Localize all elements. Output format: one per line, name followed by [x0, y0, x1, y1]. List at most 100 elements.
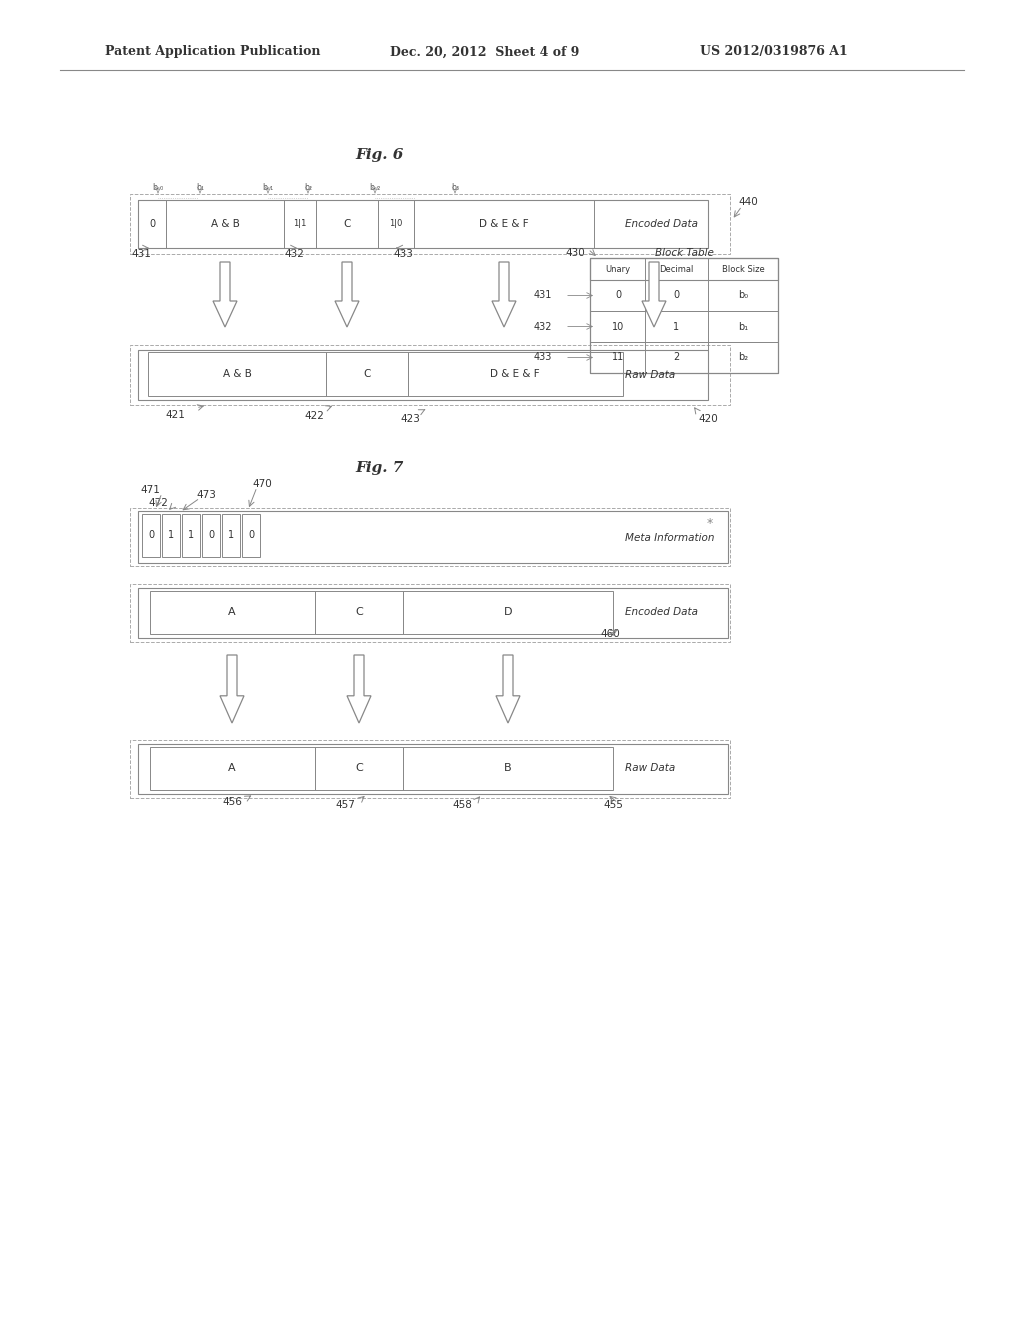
Bar [130, 345, 730, 405]
Bar [403, 591, 613, 634]
Text: D & E & F: D & E & F [490, 370, 540, 379]
Text: 2: 2 [673, 352, 679, 363]
Text: 455: 455 [603, 800, 623, 810]
Bar [590, 312, 778, 342]
Text: 420: 420 [698, 414, 718, 424]
Text: Block Table: Block Table [654, 248, 714, 257]
Bar [138, 511, 728, 564]
Text: 440: 440 [738, 197, 758, 207]
Bar [284, 201, 316, 248]
Bar [414, 201, 594, 248]
Text: 460: 460 [600, 630, 620, 639]
Text: b₁: b₁ [196, 183, 204, 193]
Text: Decimal: Decimal [659, 264, 693, 273]
Text: Fig. 7: Fig. 7 [355, 461, 404, 475]
Text: Raw Data: Raw Data [625, 763, 675, 774]
Bar [138, 201, 708, 248]
Text: 1|0: 1|0 [389, 219, 402, 228]
Text: 457: 457 [335, 800, 355, 810]
Bar [315, 747, 403, 789]
Polygon shape [335, 261, 359, 327]
Bar [138, 350, 708, 400]
Polygon shape [492, 261, 516, 327]
Text: Fig. 6: Fig. 6 [355, 148, 404, 162]
Text: 456: 456 [222, 797, 242, 807]
Bar [138, 587, 728, 638]
Text: b₁: b₁ [738, 322, 749, 331]
Bar [138, 201, 166, 248]
Bar [316, 201, 378, 248]
Text: 0: 0 [208, 531, 214, 540]
Text: 431: 431 [534, 290, 552, 301]
Bar [242, 513, 260, 557]
Text: B: B [504, 763, 512, 774]
Bar [590, 257, 778, 374]
Text: 430: 430 [565, 248, 585, 257]
Text: Unary: Unary [605, 264, 630, 273]
Text: 473: 473 [196, 490, 216, 500]
Bar [150, 747, 315, 789]
Text: 1: 1 [228, 531, 234, 540]
Bar [590, 257, 778, 280]
Text: 1: 1 [168, 531, 174, 540]
Text: b₃: b₃ [451, 183, 459, 193]
Text: 433: 433 [393, 249, 413, 259]
Text: b₂: b₂ [304, 183, 312, 193]
Text: 421: 421 [165, 411, 185, 420]
Text: 472: 472 [148, 498, 168, 508]
Text: 458: 458 [452, 800, 472, 810]
Text: 10: 10 [612, 322, 624, 331]
Text: 0: 0 [248, 531, 254, 540]
Polygon shape [213, 261, 237, 327]
Text: Encoded Data: Encoded Data [625, 607, 698, 616]
Bar [326, 352, 408, 396]
Text: b₀: b₀ [738, 290, 749, 301]
Text: b₂: b₂ [738, 352, 749, 363]
Polygon shape [496, 655, 520, 723]
Text: 11: 11 [612, 352, 624, 363]
Bar [130, 741, 730, 799]
Polygon shape [347, 655, 371, 723]
Text: 432: 432 [284, 249, 304, 259]
Bar [222, 513, 240, 557]
Text: A & B: A & B [222, 370, 252, 379]
Text: 433: 433 [534, 352, 552, 363]
Text: bₖ₀: bₖ₀ [153, 183, 164, 193]
Text: 471: 471 [140, 484, 160, 495]
Text: Meta Information: Meta Information [625, 533, 715, 543]
Bar [166, 201, 284, 248]
Bar [403, 747, 613, 789]
Text: 432: 432 [534, 322, 552, 331]
Text: 1: 1 [673, 322, 679, 331]
Polygon shape [642, 261, 666, 327]
Text: 470: 470 [252, 479, 271, 488]
Bar [408, 352, 623, 396]
Text: A & B: A & B [211, 219, 240, 228]
Text: US 2012/0319876 A1: US 2012/0319876 A1 [700, 45, 848, 58]
Text: *: * [707, 516, 713, 529]
Bar [130, 508, 730, 566]
Bar [590, 280, 778, 312]
Text: C: C [355, 607, 362, 616]
Text: 1: 1 [188, 531, 195, 540]
Text: 1|1: 1|1 [293, 219, 306, 228]
Bar [148, 352, 326, 396]
Text: D & E & F: D & E & F [479, 219, 528, 228]
Bar [202, 513, 220, 557]
Text: 0: 0 [147, 531, 154, 540]
Text: C: C [355, 763, 362, 774]
Text: Patent Application Publication: Patent Application Publication [105, 45, 321, 58]
Text: bₖ₂: bₖ₂ [370, 183, 381, 193]
Text: D: D [504, 607, 512, 616]
Text: Raw Data: Raw Data [625, 370, 675, 380]
Text: Encoded Data: Encoded Data [625, 219, 698, 228]
Text: C: C [364, 370, 371, 379]
Text: A: A [228, 607, 236, 616]
Text: 423: 423 [400, 414, 420, 424]
Text: 0: 0 [615, 290, 622, 301]
Bar [590, 342, 778, 374]
Bar [142, 513, 160, 557]
Bar [138, 744, 728, 795]
Text: 431: 431 [131, 249, 151, 259]
Bar [150, 591, 315, 634]
